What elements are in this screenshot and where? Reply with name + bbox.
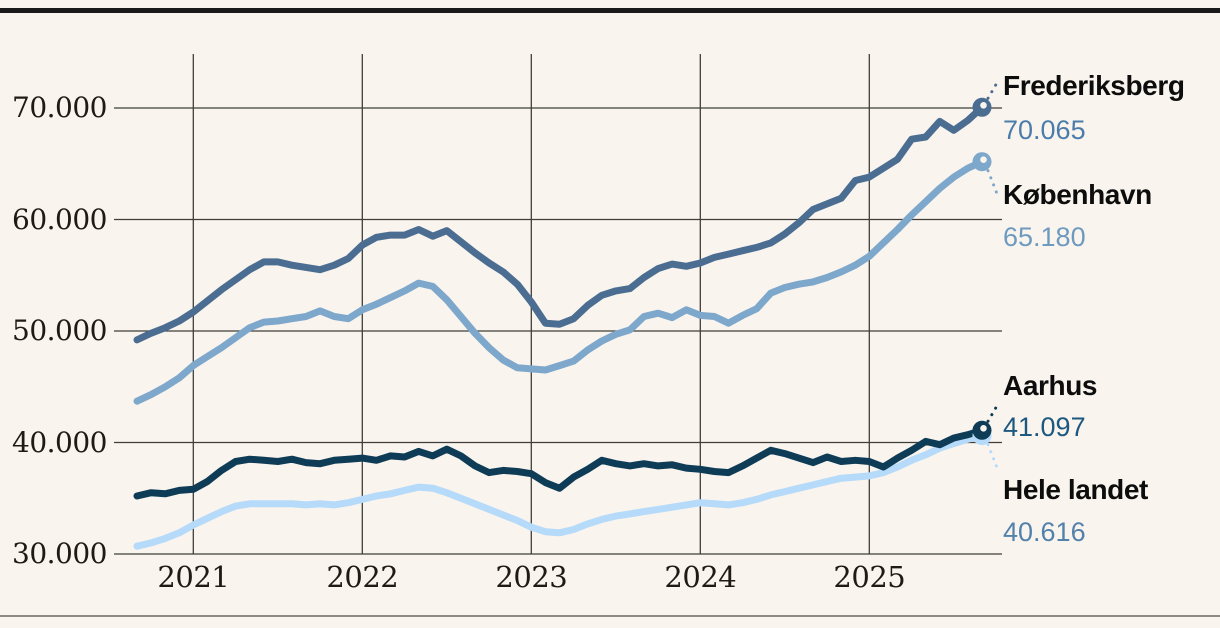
end-connector: [986, 443, 1001, 475]
x-axis-tick-label: 2022: [326, 560, 399, 594]
y-axis-tick-label: 50.000: [12, 314, 107, 347]
line-aarhus: [133, 426, 986, 500]
series-label-frederiksberg: Frederiksberg: [1003, 70, 1185, 101]
series-value-hele-landet: 40.616: [1003, 517, 1086, 547]
top-rule: [0, 8, 1220, 13]
x-axis-tick-label: 2025: [833, 560, 906, 594]
end-connector: [986, 169, 1001, 201]
series-label-aarhus: Aarhus: [1003, 370, 1098, 401]
end-connector: [986, 77, 1001, 100]
line-københavn: [133, 158, 986, 405]
bottom-rule: [0, 615, 1220, 617]
y-axis-tick-label: 60.000: [12, 202, 107, 236]
x-axis-tick-label: 2021: [157, 560, 230, 594]
line-frederiksberg: [133, 103, 986, 344]
end-connector: [986, 400, 1001, 423]
series-label-kobenhavn: København: [1003, 179, 1152, 210]
end-marker-hole: [980, 425, 987, 432]
series-label-hele-landet: Hele landet: [1003, 474, 1148, 505]
y-axis-tick-label: 40.000: [12, 425, 107, 459]
line-hele-landet: [133, 432, 986, 550]
series-value-kobenhavn: 65.180: [1003, 222, 1086, 252]
series-value-frederiksberg: 70.065: [1003, 115, 1086, 145]
x-axis-tick-label: 2024: [664, 560, 737, 594]
y-axis-tick-label: 30.000: [12, 537, 107, 570]
end-marker-hole: [980, 156, 987, 163]
y-axis-tick-label: 70.000: [12, 91, 107, 124]
x-axis-tick-label: 2023: [495, 560, 568, 594]
series-value-aarhus: 41.097: [1003, 412, 1086, 442]
end-marker-hole: [980, 102, 987, 109]
